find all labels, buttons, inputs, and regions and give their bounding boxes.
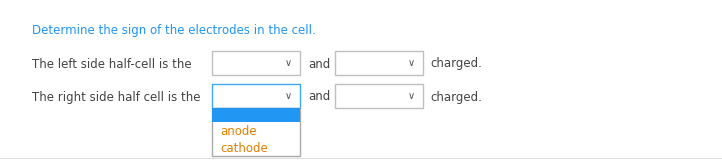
Text: ∨: ∨ bbox=[284, 58, 292, 68]
FancyBboxPatch shape bbox=[212, 84, 300, 108]
Text: charged.: charged. bbox=[430, 91, 482, 104]
Text: ∨: ∨ bbox=[284, 91, 292, 101]
Text: charged.: charged. bbox=[430, 58, 482, 70]
Text: and: and bbox=[308, 91, 330, 104]
Text: ∨: ∨ bbox=[407, 58, 414, 68]
Text: and: and bbox=[308, 58, 330, 70]
FancyBboxPatch shape bbox=[335, 51, 423, 75]
Text: The right side half cell is the: The right side half cell is the bbox=[32, 91, 201, 104]
Text: ∨: ∨ bbox=[407, 91, 414, 101]
Text: The left side half-cell is the: The left side half-cell is the bbox=[32, 58, 191, 70]
Text: cathode: cathode bbox=[220, 142, 268, 155]
FancyBboxPatch shape bbox=[212, 108, 300, 122]
Text: Determine the sign of the electrodes in the cell.: Determine the sign of the electrodes in … bbox=[32, 24, 316, 37]
FancyBboxPatch shape bbox=[212, 108, 300, 156]
Text: anode: anode bbox=[220, 125, 256, 138]
FancyBboxPatch shape bbox=[335, 84, 423, 108]
FancyBboxPatch shape bbox=[212, 51, 300, 75]
